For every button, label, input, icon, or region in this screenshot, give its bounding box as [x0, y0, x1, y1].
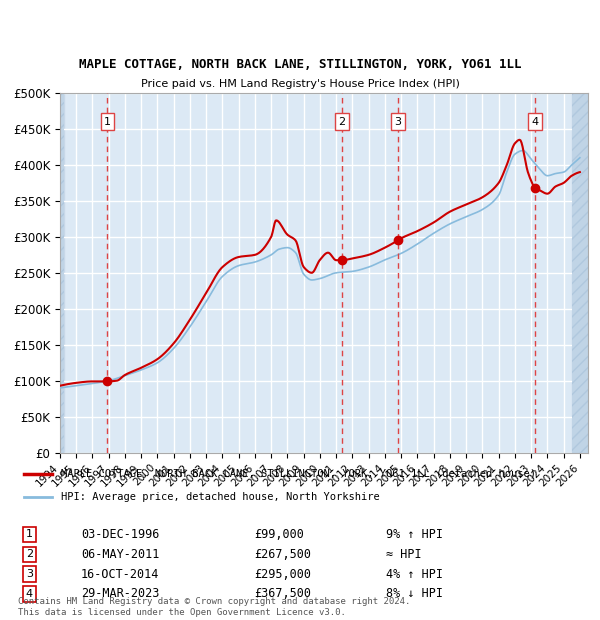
Text: Contains HM Land Registry data © Crown copyright and database right 2024.
This d: Contains HM Land Registry data © Crown c… — [18, 598, 410, 617]
Text: 2: 2 — [26, 549, 33, 559]
Text: 4: 4 — [26, 589, 33, 599]
Text: £99,000: £99,000 — [254, 528, 304, 541]
Text: HPI: Average price, detached house, North Yorkshire: HPI: Average price, detached house, Nort… — [61, 492, 380, 502]
Text: MAPLE COTTAGE, NORTH BACK LANE, STILLINGTON, YORK, YO61 1LL (detached house): MAPLE COTTAGE, NORTH BACK LANE, STILLING… — [61, 469, 536, 479]
Text: 1: 1 — [26, 529, 33, 539]
Text: Price paid vs. HM Land Registry's House Price Index (HPI): Price paid vs. HM Land Registry's House … — [140, 79, 460, 89]
Text: 29-MAR-2023: 29-MAR-2023 — [81, 588, 160, 600]
Text: 1: 1 — [104, 117, 111, 126]
Text: 2: 2 — [338, 117, 346, 126]
Text: £367,500: £367,500 — [254, 588, 311, 600]
Text: 3: 3 — [394, 117, 401, 126]
Text: 06-MAY-2011: 06-MAY-2011 — [81, 548, 160, 560]
Text: 03-DEC-1996: 03-DEC-1996 — [81, 528, 160, 541]
Text: 4: 4 — [532, 117, 539, 126]
Text: 3: 3 — [26, 569, 33, 579]
Text: £267,500: £267,500 — [254, 548, 311, 560]
Text: £295,000: £295,000 — [254, 568, 311, 580]
Text: MAPLE COTTAGE, NORTH BACK LANE, STILLINGTON, YORK, YO61 1LL: MAPLE COTTAGE, NORTH BACK LANE, STILLING… — [79, 58, 521, 71]
Text: 16-OCT-2014: 16-OCT-2014 — [81, 568, 160, 580]
Text: 4% ↑ HPI: 4% ↑ HPI — [386, 568, 443, 580]
Text: ≈ HPI: ≈ HPI — [386, 548, 422, 560]
Bar — [572, 93, 588, 453]
Text: 9% ↑ HPI: 9% ↑ HPI — [386, 528, 443, 541]
Text: 8% ↓ HPI: 8% ↓ HPI — [386, 588, 443, 600]
Bar — [60, 93, 64, 453]
